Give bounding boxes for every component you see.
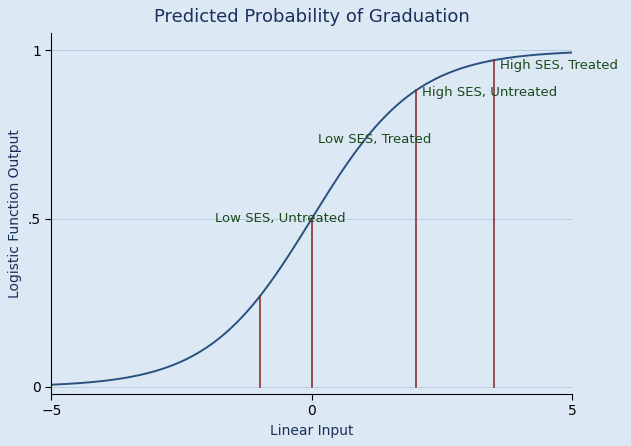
X-axis label: Linear Input: Linear Input — [270, 424, 353, 438]
Y-axis label: Logistic Function Output: Logistic Function Output — [8, 129, 22, 298]
Text: Low SES, Untreated: Low SES, Untreated — [215, 212, 346, 225]
Text: High SES, Treated: High SES, Treated — [500, 59, 618, 72]
Text: Low SES, Treated: Low SES, Treated — [318, 133, 432, 146]
Title: Predicted Probability of Graduation: Predicted Probability of Graduation — [154, 8, 469, 26]
Text: High SES, Untreated: High SES, Untreated — [422, 86, 557, 99]
